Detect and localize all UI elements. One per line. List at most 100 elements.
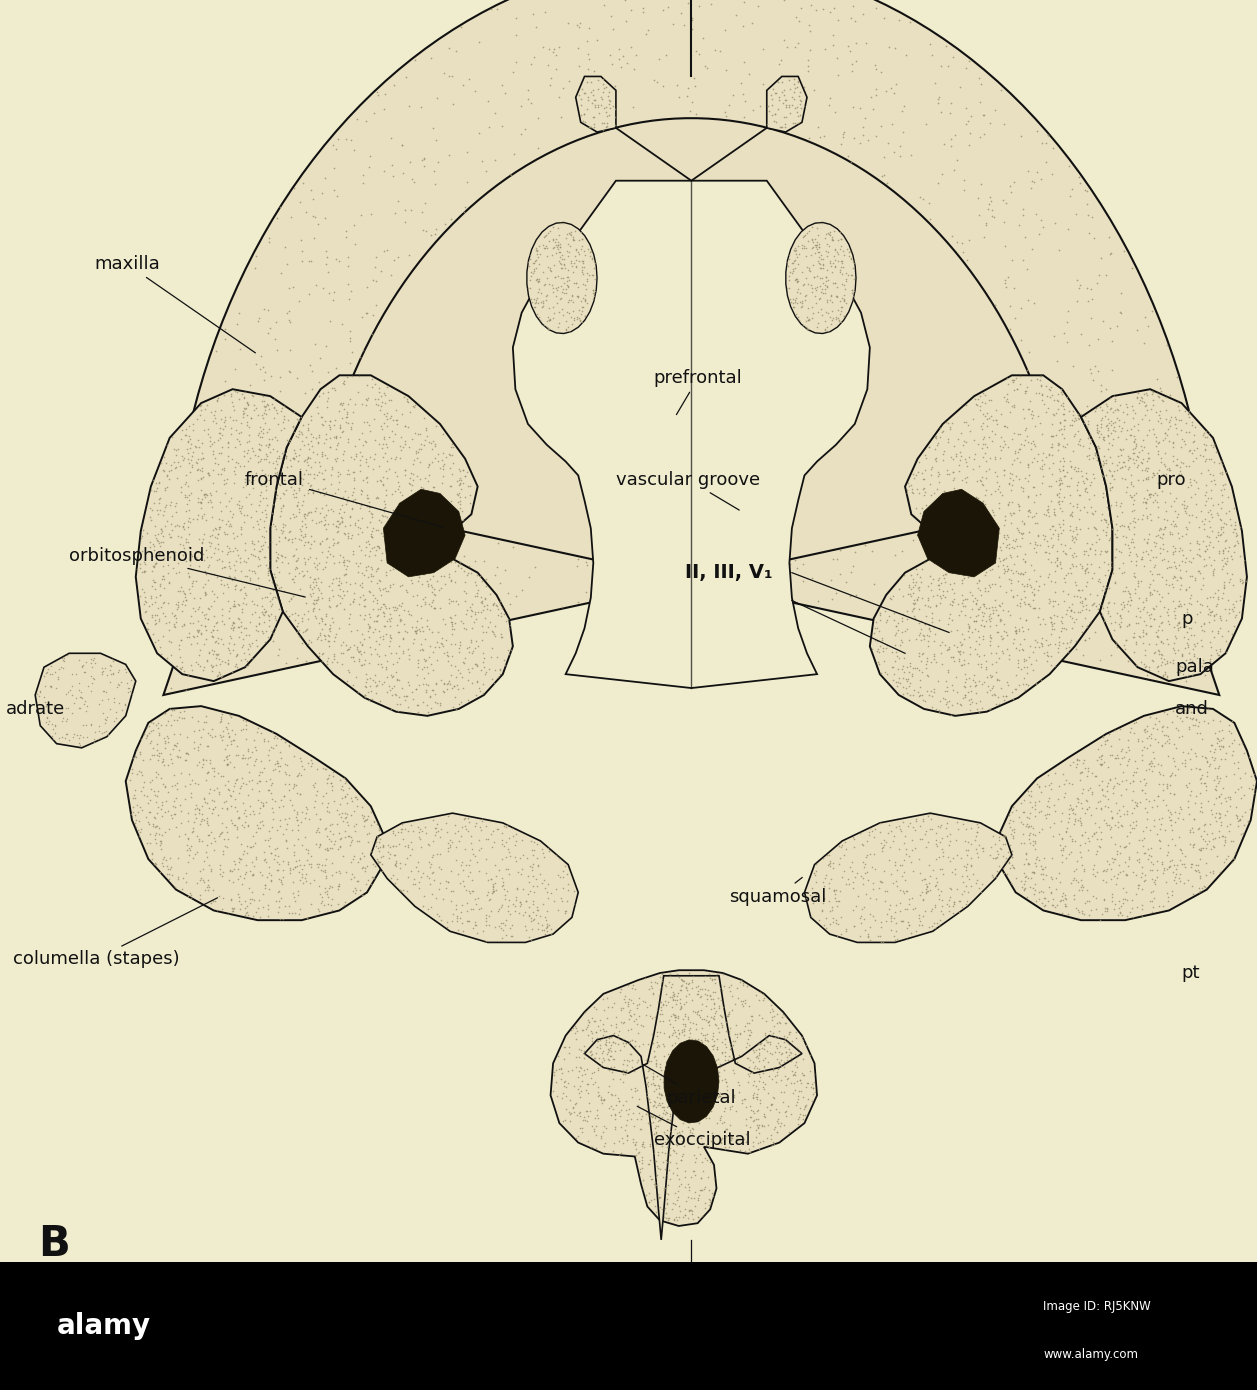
Point: [199, 734, 219, 756]
Point: [890, 628, 910, 651]
Point: [199, 642, 219, 664]
Point: [200, 435, 220, 457]
Point: [284, 799, 304, 821]
Point: [177, 840, 197, 862]
Point: [972, 542, 992, 564]
Point: [973, 474, 993, 496]
Point: [1141, 859, 1161, 881]
Point: [772, 81, 792, 103]
Point: [601, 1104, 621, 1126]
Point: [813, 0, 833, 19]
Point: [997, 670, 1017, 692]
Point: [1100, 471, 1120, 493]
Point: [892, 810, 913, 833]
Point: [72, 656, 92, 678]
Point: [1154, 507, 1174, 530]
Point: [982, 664, 1002, 687]
Point: [1031, 880, 1051, 902]
Point: [1218, 589, 1238, 612]
Point: [1014, 560, 1035, 582]
Point: [1228, 758, 1248, 780]
Point: [679, 983, 699, 1005]
Point: [543, 296, 563, 318]
Point: [380, 614, 400, 637]
Point: [1035, 573, 1055, 595]
Point: [680, 1119, 700, 1141]
Point: [760, 994, 781, 1016]
Point: [230, 614, 250, 637]
Point: [784, 1054, 804, 1076]
Point: [235, 582, 255, 605]
Point: [1106, 491, 1126, 513]
Point: [1009, 592, 1029, 614]
Point: [997, 384, 1017, 406]
Point: [527, 833, 547, 855]
Point: [1195, 813, 1216, 835]
Point: [1148, 496, 1168, 518]
Point: [537, 899, 557, 922]
Point: [161, 459, 181, 481]
Point: [481, 899, 502, 922]
Point: [1222, 851, 1242, 873]
Point: [915, 443, 935, 466]
Point: [165, 876, 185, 898]
Point: [163, 763, 184, 785]
Point: [1155, 731, 1175, 753]
Point: [176, 471, 196, 493]
Point: [1224, 534, 1244, 556]
Point: [654, 1166, 674, 1188]
Point: [194, 418, 214, 441]
Point: [760, 1094, 781, 1116]
Point: [919, 916, 939, 938]
Point: [781, 1102, 801, 1125]
Point: [963, 517, 983, 539]
Point: [440, 445, 460, 467]
Point: [994, 514, 1014, 537]
Point: [899, 845, 919, 867]
Point: [1102, 510, 1123, 532]
Point: [180, 428, 200, 450]
Point: [552, 887, 572, 909]
Point: [659, 1026, 679, 1048]
Point: [891, 820, 911, 842]
Point: [552, 247, 572, 270]
Point: [994, 862, 1014, 884]
Point: [231, 411, 251, 434]
Point: [572, 235, 592, 257]
Point: [402, 838, 422, 860]
Point: [387, 413, 407, 435]
Point: [792, 1026, 812, 1048]
Point: [190, 733, 210, 755]
Point: [703, 1182, 723, 1204]
Point: [484, 673, 504, 695]
PathPatch shape: [270, 375, 513, 716]
Point: [375, 671, 395, 694]
Point: [270, 474, 290, 496]
Point: [1091, 509, 1111, 531]
Point: [644, 1040, 664, 1062]
Point: [360, 626, 380, 648]
Point: [822, 307, 842, 329]
Point: [273, 550, 293, 573]
Point: [1148, 785, 1168, 808]
Point: [308, 626, 328, 648]
Point: [1168, 523, 1188, 545]
Point: [233, 628, 253, 651]
Point: [694, 1177, 714, 1200]
Point: [1202, 746, 1222, 769]
Point: [1100, 398, 1120, 420]
Point: [670, 998, 690, 1020]
Point: [412, 573, 432, 595]
Point: [240, 837, 260, 859]
Point: [538, 913, 558, 935]
Point: [544, 302, 564, 324]
Point: [464, 917, 484, 940]
Point: [944, 892, 964, 915]
Point: [1203, 862, 1223, 884]
Point: [1143, 381, 1163, 403]
Point: [895, 677, 915, 699]
Point: [664, 1022, 684, 1044]
Point: [1174, 493, 1194, 516]
Point: [1052, 395, 1072, 417]
Point: [194, 752, 214, 774]
